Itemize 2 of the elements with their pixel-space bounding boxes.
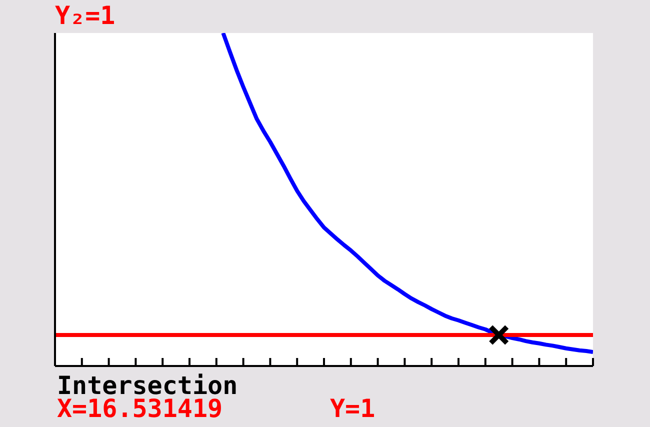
text: Y₂=1	[55, 1, 116, 30]
text: Y=1	[330, 394, 376, 423]
